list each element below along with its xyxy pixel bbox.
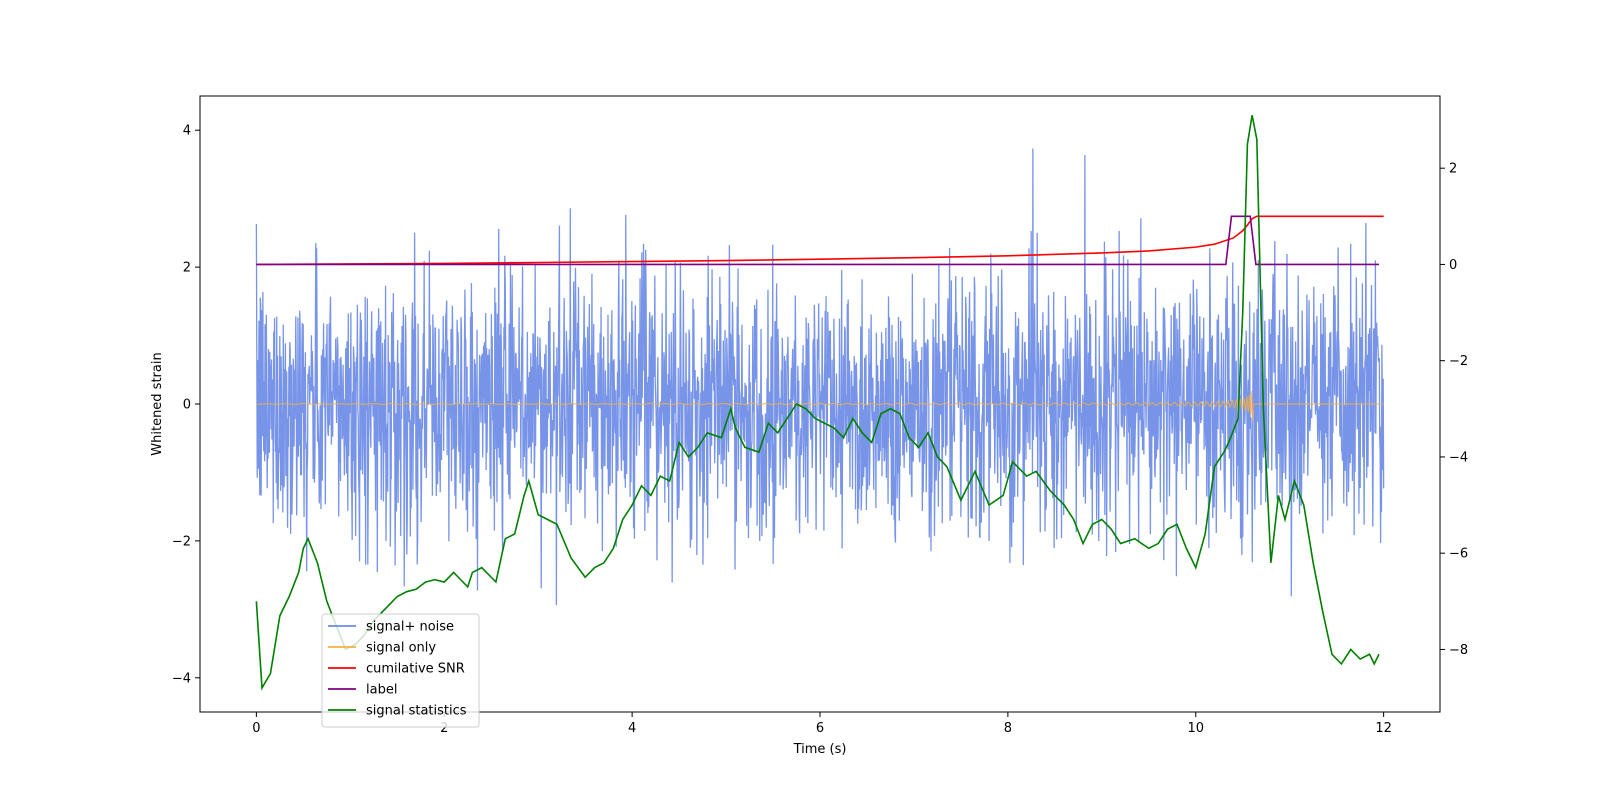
y-tick-label: −2 bbox=[172, 534, 191, 549]
series-cumulative-snr bbox=[256, 215, 1384, 266]
legend: signal+ noise signal only cumilative SNR la… bbox=[321, 613, 480, 728]
y-axis-left: −4 −2 0 2 4 bbox=[172, 124, 200, 686]
y-tick-label: 2 bbox=[183, 261, 191, 276]
y2-tick-label: −2 bbox=[1449, 354, 1468, 369]
y-tick-label: 0 bbox=[183, 398, 191, 413]
y2-tick-label: 0 bbox=[1449, 258, 1457, 273]
series-signal-statistics bbox=[255, 115, 1380, 691]
legend-label: signal statistics bbox=[366, 704, 467, 719]
legend-label: signal+ noise bbox=[366, 620, 454, 635]
y-axis-right: −8 −6 −4 −2 0 2 bbox=[1440, 162, 1468, 658]
x-tick-label: 2 bbox=[440, 721, 448, 736]
legend-label: signal only bbox=[366, 641, 436, 656]
x-tick-label: 8 bbox=[1004, 721, 1012, 736]
x-tick-label: 10 bbox=[1187, 721, 1204, 736]
series-label bbox=[256, 215, 1379, 266]
y2-tick-label: −6 bbox=[1449, 547, 1468, 562]
y2-tick-label: −8 bbox=[1449, 643, 1468, 658]
x-axis-label: Time (s) bbox=[793, 742, 847, 757]
series-group bbox=[255, 115, 1385, 691]
y-axis-label: Whitened strain bbox=[150, 352, 165, 455]
x-tick-label: 0 bbox=[252, 721, 260, 736]
y-tick-label: −4 bbox=[172, 671, 191, 686]
series-signal-noise bbox=[255, 148, 1385, 606]
legend-label: cumilative SNR bbox=[366, 662, 465, 677]
legend-label: label bbox=[366, 683, 397, 698]
x-tick-label: 4 bbox=[628, 721, 636, 736]
series-signal-only bbox=[256, 390, 1384, 422]
y2-tick-label: −4 bbox=[1449, 450, 1468, 465]
x-tick-label: 6 bbox=[816, 721, 824, 736]
y2-tick-label: 2 bbox=[1449, 162, 1457, 177]
legend-box bbox=[321, 613, 480, 728]
plot-area bbox=[255, 115, 1385, 691]
x-tick-label: 12 bbox=[1375, 721, 1392, 736]
y-tick-label: 4 bbox=[183, 124, 191, 139]
